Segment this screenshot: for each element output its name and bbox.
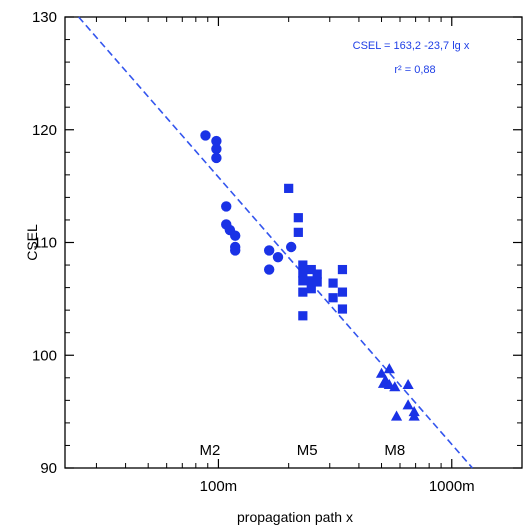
axis-ticks: 90 100 110 120 130 100m 1000m M2 M5 M8 [32, 9, 523, 495]
data-point-square [312, 277, 322, 287]
data-point-square [306, 284, 316, 294]
data-point-circle [230, 245, 241, 256]
group-label: M5 [297, 442, 318, 459]
group-label: M8 [384, 442, 405, 459]
data-point-triangle [402, 378, 414, 390]
data-point-square [298, 260, 308, 270]
data-point-square [293, 213, 303, 223]
data-point-triangle [390, 410, 403, 421]
data-point-square [298, 311, 308, 321]
data-point-square [328, 293, 338, 303]
data-point-square [284, 183, 294, 193]
data-points [200, 130, 420, 421]
data-point-triangle [383, 363, 395, 374]
data-point-square [328, 278, 338, 288]
y-tick-label: 90 [40, 460, 57, 477]
data-point-square [337, 304, 348, 314]
data-point-circle [211, 152, 222, 164]
group-label: M2 [200, 442, 221, 459]
fit-equation-annotation: CSEL = 163,2 -23,7 lg x [353, 40, 470, 52]
y-tick-label: 130 [32, 9, 57, 26]
data-point-circle [211, 135, 222, 147]
data-point-square [306, 264, 316, 275]
data-point-circle [285, 241, 297, 253]
data-point-circle [263, 264, 275, 275]
data-point-triangle [377, 377, 390, 388]
data-point-circle [230, 230, 241, 241]
x-axis-title: propagation path x [237, 509, 353, 525]
data-point-triangle [402, 399, 414, 410]
r-squared-annotation: r² = 0,88 [394, 64, 435, 76]
data-point-triangle [375, 367, 388, 378]
x-tick-label: 100m [200, 478, 238, 495]
data-point-square [306, 276, 316, 286]
data-point-square [337, 264, 348, 275]
data-point-circle [211, 143, 222, 155]
y-axis-title: CSEL [24, 224, 40, 261]
data-point-circle [200, 130, 211, 141]
data-point-square [337, 287, 348, 297]
data-point-circle [263, 245, 275, 256]
data-point-square [298, 287, 308, 297]
data-point-circle [221, 201, 232, 212]
data-point-triangle [389, 381, 401, 392]
data-point-square [293, 227, 303, 237]
data-point-circle [272, 251, 284, 263]
y-tick-label: 110 [33, 235, 57, 252]
data-point-square [298, 276, 308, 286]
y-tick-label: 100 [32, 347, 57, 364]
y-tick-label: 120 [32, 122, 57, 139]
data-point-triangle [408, 410, 420, 421]
x-tick-label: 1000m [429, 478, 475, 495]
data-point-square [312, 269, 322, 279]
data-point-square [298, 268, 308, 278]
regression-fit-line [78, 16, 474, 469]
